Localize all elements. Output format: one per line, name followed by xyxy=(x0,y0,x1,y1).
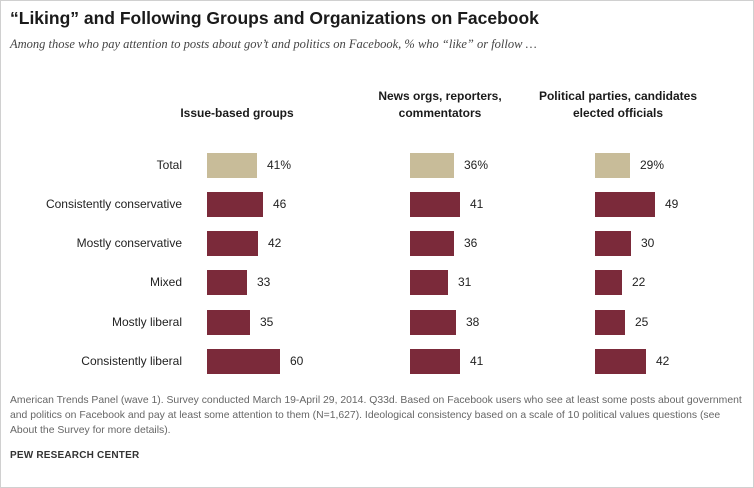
data-label: 33 xyxy=(257,275,271,289)
data-label: 41 xyxy=(470,197,484,211)
bar xyxy=(410,270,448,295)
bar xyxy=(595,270,622,295)
row-label: Total xyxy=(156,158,182,172)
row-label: Consistently conservative xyxy=(45,197,182,211)
row-label: Mostly liberal xyxy=(111,315,182,329)
bar xyxy=(410,192,460,217)
data-label: 46 xyxy=(273,197,287,211)
row-label: Consistently liberal xyxy=(81,354,182,368)
data-label: 29% xyxy=(640,158,665,172)
data-label: 36% xyxy=(464,158,489,172)
data-label: 41 xyxy=(470,354,484,368)
source-credit: PEW RESEARCH CENTER xyxy=(10,450,140,461)
data-label: 35 xyxy=(260,315,274,329)
data-label: 38 xyxy=(466,315,480,329)
data-label: 22 xyxy=(632,275,646,289)
bar xyxy=(595,349,646,374)
data-label: 49 xyxy=(665,197,679,211)
bar xyxy=(595,310,625,335)
column-header: News orgs, reporters, commentators xyxy=(378,89,502,120)
data-label: 31 xyxy=(458,275,472,289)
column-header: Issue-based groups xyxy=(180,106,294,120)
bar xyxy=(410,349,460,374)
bar xyxy=(207,270,247,295)
data-label: 60 xyxy=(290,354,304,368)
methodology-note: American Trends Panel (wave 1). Survey c… xyxy=(10,395,742,436)
bar xyxy=(207,231,258,256)
chart-subtitle: Among those who pay attention to posts a… xyxy=(10,37,537,51)
bar xyxy=(207,192,263,217)
data-label: 30 xyxy=(641,236,655,250)
data-label: 41% xyxy=(267,158,292,172)
bar xyxy=(207,153,257,178)
chart-title: “Liking” and Following Groups and Organi… xyxy=(10,8,539,28)
bar xyxy=(595,192,655,217)
bar xyxy=(410,153,454,178)
data-label: 42 xyxy=(268,236,282,250)
row-label: Mixed xyxy=(149,275,182,289)
data-label: 42 xyxy=(656,354,670,368)
bar xyxy=(410,310,456,335)
data-label: 25 xyxy=(635,315,649,329)
row-label: Mostly conservative xyxy=(76,236,182,250)
column-header: Political parties, candidates elected of… xyxy=(538,89,698,120)
bar xyxy=(207,310,250,335)
bar xyxy=(207,349,280,374)
bar xyxy=(595,153,630,178)
bar xyxy=(595,231,631,256)
data-label: 36 xyxy=(464,236,478,250)
bar xyxy=(410,231,454,256)
